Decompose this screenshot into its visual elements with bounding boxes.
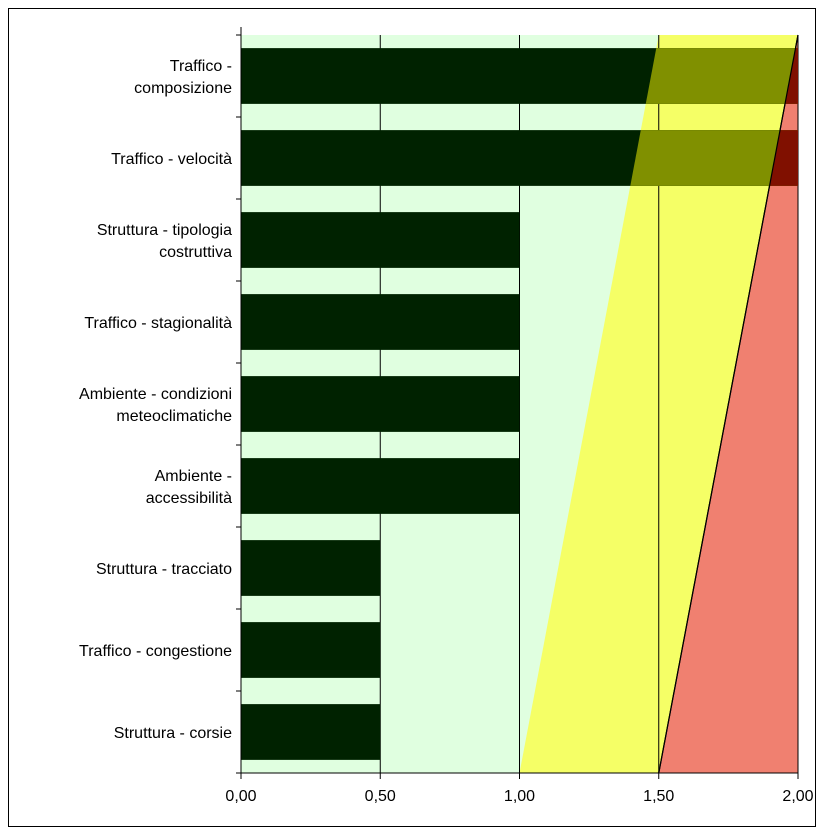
category-label-line: Ambiente -	[155, 468, 232, 485]
x-tick-label: 1,50	[643, 788, 674, 805]
bar-chart: Traffico - composizione Traffico - velocit…	[79, 27, 814, 805]
category-label-line: Ambiente - condizioni	[79, 386, 232, 403]
category-label-line: costruttiva	[159, 244, 232, 261]
category-label-line: accessibilità	[146, 490, 232, 507]
category-label-line: Struttura - tracciato	[96, 561, 232, 578]
category-label: Traffico - composizione	[134, 58, 232, 97]
category-label-line: Struttura - corsie	[114, 725, 232, 742]
category-label: Traffico - velocità	[111, 151, 232, 168]
bar-9	[241, 704, 381, 760]
category-label-line: Traffico -	[170, 58, 232, 75]
category-label: Struttura - corsie	[114, 725, 232, 742]
zone-boundary-red-top	[658, 34, 799, 774]
x-tick-label: 1,00	[504, 788, 535, 805]
bar-4	[241, 294, 520, 350]
category-label-line: Struttura - tipologia	[97, 222, 232, 239]
category-label: Traffico - congestione	[79, 643, 232, 660]
x-tick-label: 2,00	[782, 788, 813, 805]
bar-3	[241, 212, 520, 268]
category-label: Ambiente - condizioni meteoclimatiche	[79, 386, 232, 425]
bar-7	[241, 540, 381, 596]
x-tick-label: 0,50	[365, 788, 396, 805]
category-label-line: Traffico - stagionalità	[84, 315, 232, 332]
bar-6	[241, 458, 520, 514]
category-label: Traffico - stagionalità	[84, 315, 232, 332]
bar-5	[241, 376, 520, 432]
category-label: Ambiente - accessibilità	[146, 468, 232, 507]
category-label-line: meteoclimatiche	[116, 408, 232, 425]
category-label: Struttura - tipologia costruttiva	[97, 222, 232, 261]
bar-8	[241, 622, 381, 678]
category-label-line: composizione	[134, 80, 232, 97]
x-tick-label: 0,00	[225, 788, 256, 805]
category-label-line: Traffico - congestione	[79, 643, 232, 660]
category-label: Struttura - tracciato	[96, 561, 232, 578]
chart-frame: Traffico - composizione Traffico - velocit…	[8, 8, 816, 827]
category-label-line: Traffico - velocità	[111, 151, 232, 168]
